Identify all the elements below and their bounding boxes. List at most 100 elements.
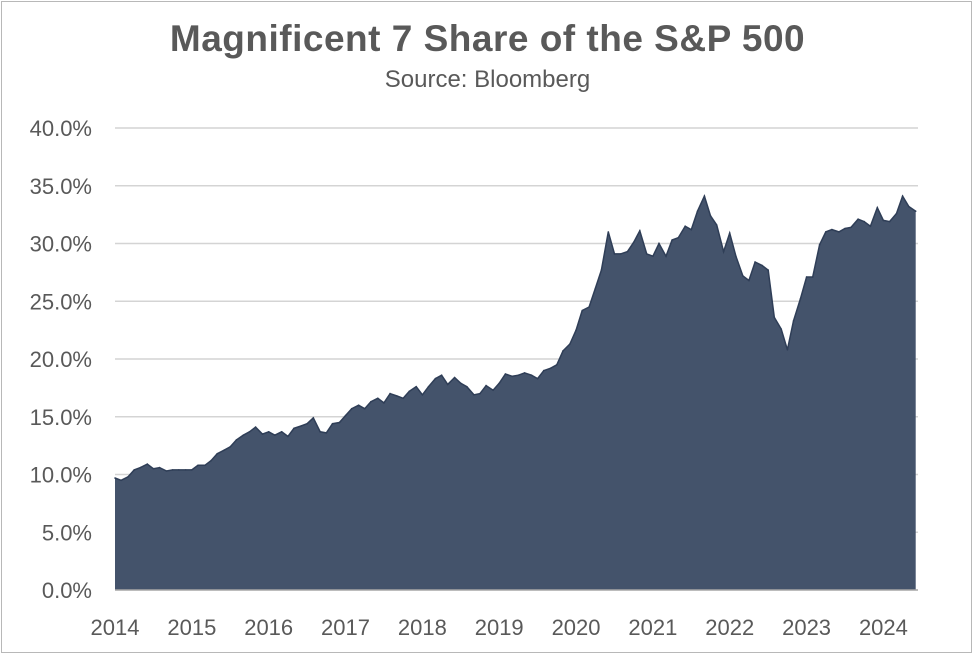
data-point (466, 385, 468, 388)
data-point (492, 389, 494, 392)
data-point (114, 477, 116, 479)
data-point (792, 320, 795, 322)
data-point (248, 431, 251, 433)
data-point (754, 261, 756, 263)
x-tick-label: 2023 (782, 615, 831, 640)
data-point (665, 255, 667, 257)
data-point (312, 417, 315, 419)
data-point (344, 414, 347, 417)
data-point (498, 382, 501, 385)
y-tick-label: 10.0% (30, 463, 92, 488)
data-point (152, 467, 155, 470)
data-point (914, 210, 917, 212)
y-tick-label: 5.0% (42, 520, 92, 545)
data-point (210, 459, 212, 462)
data-point (485, 384, 487, 387)
data-point (204, 464, 206, 467)
area-series (114, 194, 917, 590)
data-point (460, 382, 462, 385)
data-point (863, 220, 865, 223)
data-point (293, 427, 295, 430)
data-point (325, 432, 328, 434)
data-point (613, 253, 616, 255)
data-point (350, 407, 353, 410)
data-point (389, 392, 391, 395)
data-point (838, 231, 840, 233)
data-point (742, 275, 744, 277)
data-point (216, 452, 218, 455)
data-point (191, 469, 193, 471)
data-point (556, 364, 558, 366)
data-point (473, 394, 475, 396)
data-point (882, 219, 885, 222)
data-point (242, 434, 245, 437)
data-point (677, 236, 680, 239)
data-point (536, 377, 539, 380)
data-point (504, 373, 507, 375)
data-point (223, 449, 225, 452)
data-point (274, 434, 276, 437)
data-point (799, 298, 802, 300)
data-point (696, 210, 699, 212)
data-point (722, 250, 725, 253)
data-point (811, 276, 814, 278)
y-tick-label: 0.0% (42, 578, 92, 603)
data-point (396, 395, 398, 397)
x-tick-label: 2019 (475, 615, 524, 640)
data-point (363, 407, 366, 410)
data-point (715, 224, 718, 226)
data-point (639, 230, 641, 232)
data-point (844, 227, 846, 230)
data-point (306, 422, 308, 425)
data-point (607, 231, 610, 233)
y-tick-label: 20.0% (30, 347, 92, 372)
data-point (690, 228, 693, 231)
data-point (146, 463, 149, 465)
data-point (427, 385, 430, 388)
data-point (530, 374, 533, 377)
x-tick-label: 2024 (859, 615, 908, 640)
data-point (901, 195, 904, 197)
data-point (748, 279, 750, 282)
chart-subtitle: Source: Bloomberg (384, 66, 591, 93)
data-point (139, 466, 142, 469)
data-point (600, 269, 603, 271)
y-tick-label: 40.0% (30, 116, 92, 141)
area-fill (115, 196, 916, 590)
data-point (453, 376, 456, 379)
data-point (171, 469, 174, 471)
data-point (908, 205, 910, 208)
data-point (338, 421, 341, 424)
data-point (254, 426, 257, 428)
data-point (235, 439, 238, 441)
data-point (300, 425, 302, 427)
data-point (280, 431, 283, 433)
y-tick-label: 15.0% (30, 405, 92, 430)
data-point (658, 242, 660, 245)
data-point (869, 225, 872, 227)
data-point (331, 422, 334, 425)
data-point (575, 329, 577, 331)
data-point (421, 394, 424, 396)
data-point (594, 287, 597, 290)
data-point (261, 433, 264, 435)
x-tick-label: 2017 (321, 615, 370, 640)
data-point (569, 343, 571, 345)
data-point (632, 241, 635, 244)
x-tick-label: 2014 (91, 615, 140, 640)
data-point (645, 253, 648, 255)
data-point (876, 206, 879, 209)
data-point (158, 466, 161, 469)
data-point (408, 390, 411, 393)
data-point (703, 195, 706, 197)
data-point (562, 350, 564, 352)
data-point (319, 431, 322, 433)
x-tick-label: 2015 (167, 615, 216, 640)
y-tick-label: 25.0% (30, 289, 92, 314)
data-point (588, 306, 590, 308)
chart-title: Magnificent 7 Share of the S&P 500 (169, 18, 806, 59)
x-axis: 2014 2015 2016 2017 2018 2019 2020 2021 2022 2023… (91, 589, 918, 640)
data-point (773, 316, 776, 319)
y-tick-label: 30.0% (30, 232, 92, 257)
